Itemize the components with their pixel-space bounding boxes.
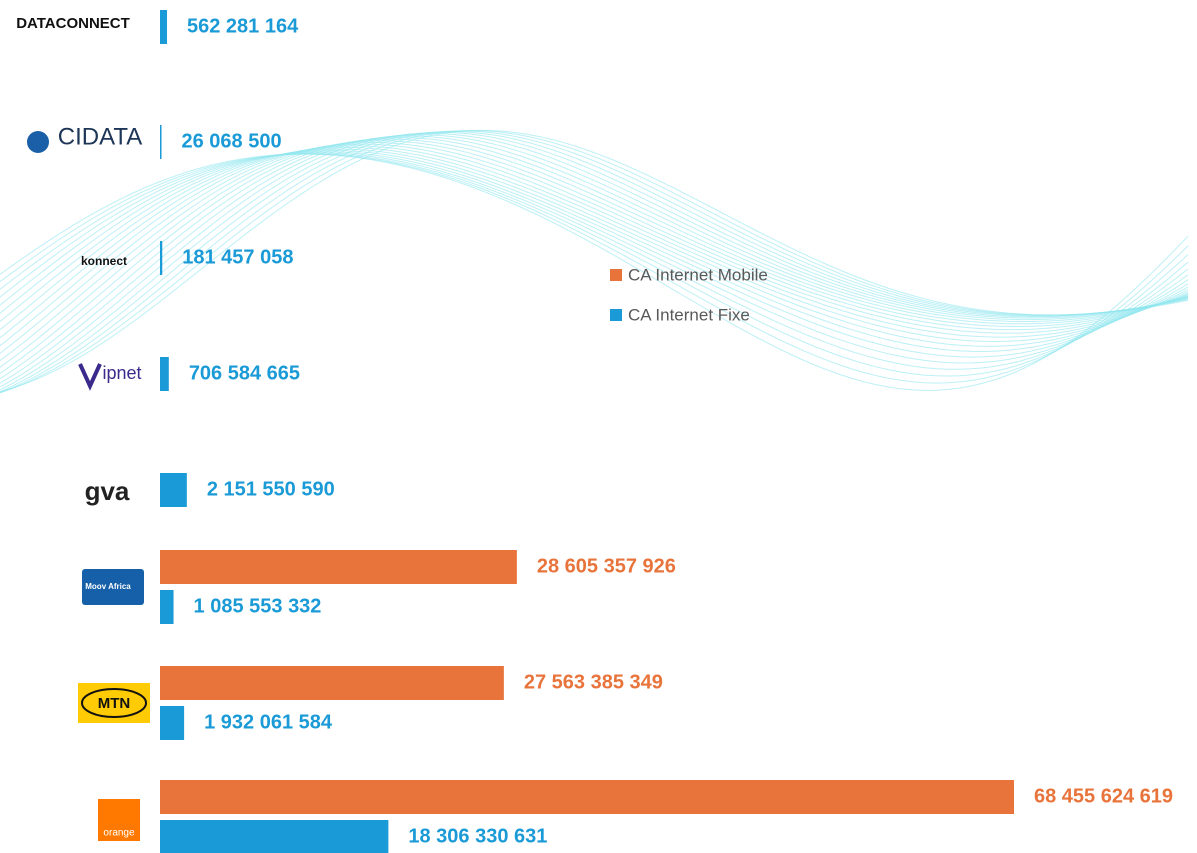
value-label: 181 457 058 [182, 246, 293, 268]
wave-line [0, 130, 1188, 392]
category-logo: ipnet [102, 363, 141, 383]
wave-line [0, 154, 1188, 377]
legend-label: CA Internet Fixe [628, 305, 750, 324]
wave-line [0, 132, 1188, 390]
value-label: 1 085 553 332 [194, 595, 322, 617]
value-label: 706 584 665 [189, 362, 300, 384]
logo-icon [27, 131, 49, 153]
bar [160, 780, 1014, 814]
value-label: 28 605 357 926 [537, 555, 676, 577]
bar [160, 820, 388, 853]
value-label: 562 281 164 [187, 15, 299, 37]
bar [160, 666, 504, 700]
chart: DATACONNECT 562 281 164 CIDATA 26 068 500 k… [0, 0, 1197, 853]
value-label: 1 932 061 584 [204, 711, 333, 733]
value-label: 18 306 330 631 [408, 825, 547, 847]
category-logo: Moov Africa [85, 582, 131, 591]
wave-line [0, 141, 1188, 361]
wave-line [0, 136, 1188, 379]
value-label: 27 563 385 349 [524, 671, 663, 693]
wave-line [0, 133, 1188, 387]
bar [160, 357, 169, 391]
bar [160, 473, 187, 507]
background-waves [0, 130, 1188, 392]
bar [160, 550, 517, 584]
value-label: 68 455 624 619 [1034, 785, 1173, 807]
legend-label: CA Internet Mobile [628, 265, 768, 284]
category-logo: orange [103, 828, 135, 839]
category-logo: CIDATA [58, 123, 142, 150]
bar [160, 125, 162, 159]
category-logo: MTN [98, 695, 131, 712]
wave-line [0, 152, 1188, 363]
bar [160, 10, 167, 44]
value-label: 2 151 550 590 [207, 478, 335, 500]
category-logo: gva [85, 476, 130, 506]
value-label: 26 068 500 [182, 130, 282, 152]
category-logo: DATACONNECT [16, 15, 130, 32]
wave-line [0, 131, 1188, 393]
logo-icon [80, 364, 100, 386]
bar [160, 241, 162, 275]
legend-swatch [610, 269, 622, 281]
legend-swatch [610, 309, 622, 321]
category-logo: konnect [81, 254, 127, 268]
wave-line [0, 138, 1188, 374]
bar [160, 590, 174, 624]
bar [160, 706, 184, 740]
